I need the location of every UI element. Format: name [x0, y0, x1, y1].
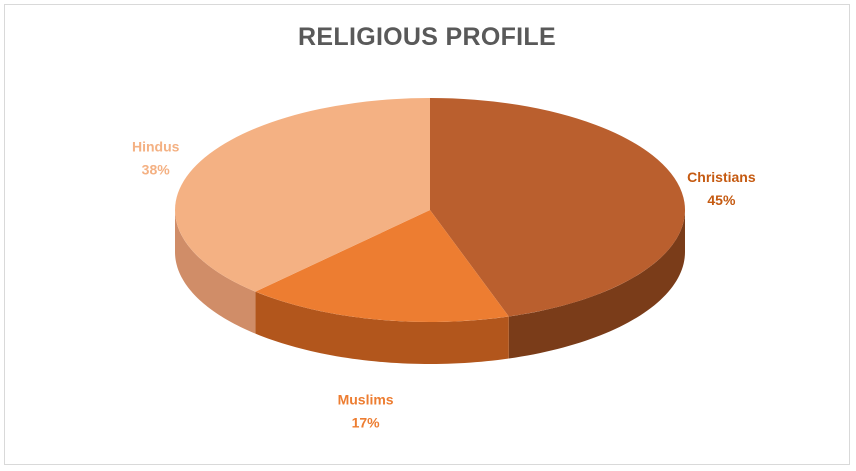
data-label-christians: Christians 45%	[687, 169, 756, 208]
pie-slice-christians	[430, 98, 686, 317]
chart-title: RELIGIOUS PROFILE	[298, 23, 556, 51]
pie-side-christians	[508, 210, 685, 359]
pie-slice-hindus	[175, 98, 430, 292]
data-label-muslims: Muslims 17%	[338, 392, 394, 431]
pie-side-hindus	[175, 210, 256, 334]
pie-slice-muslims	[255, 210, 509, 323]
pie-side-muslims	[255, 291, 509, 364]
data-label-hindus: Hindus 38%	[132, 139, 180, 178]
